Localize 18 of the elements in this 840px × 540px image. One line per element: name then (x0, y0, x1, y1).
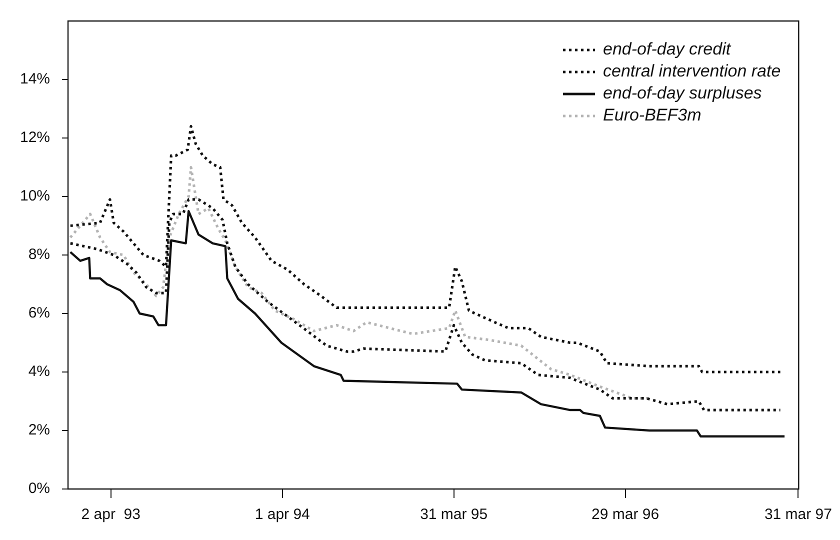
x-tick-label: 31 mar 95 (420, 506, 488, 524)
x-tick-label: 29 mar 96 (592, 506, 660, 524)
line-series (69, 166, 651, 400)
y-tick-label: 10% (20, 188, 50, 205)
y-tick-label: 0% (28, 480, 50, 498)
legend-label: Euro-BEF3m (603, 106, 702, 125)
x-tick-label: 1 apr 94 (254, 506, 310, 524)
x-tick-label: 31 mar 97 (764, 506, 832, 524)
y-tick-label: 12% (20, 129, 50, 146)
y-tick-label: 6% (28, 304, 50, 322)
y-tick-label: 2% (28, 422, 50, 439)
y-tick-label: 14% (20, 70, 50, 88)
y-tick-label: 8% (28, 246, 50, 264)
legend-label: end-of-day credit (603, 40, 732, 59)
legend-label: end-of-day surpluses (603, 84, 762, 103)
y-tick-label: 4% (28, 363, 50, 380)
legend-label: central intervention rate (603, 62, 781, 81)
x-tick-label: 2 apr 93 (81, 506, 140, 524)
